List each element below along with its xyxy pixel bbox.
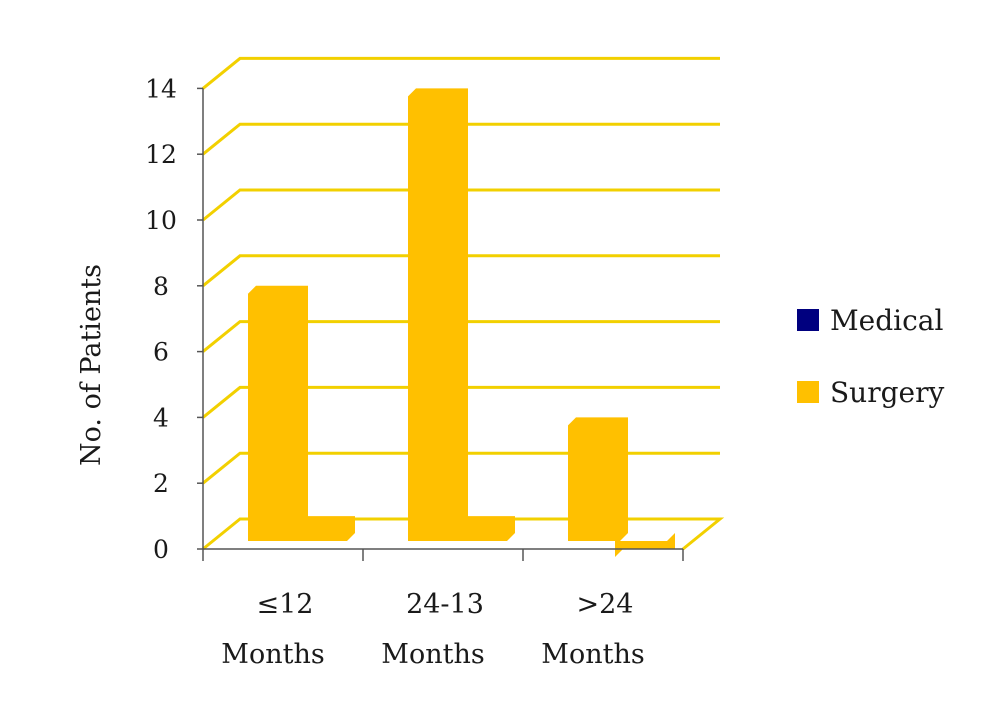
- y-tick-label: 2: [153, 469, 169, 498]
- bar-medical: [248, 285, 308, 541]
- bar-surgery: [295, 516, 355, 541]
- x-category-label: ≤12: [257, 589, 314, 620]
- gridline: [202, 320, 720, 353]
- x-category-label: Months: [541, 639, 644, 670]
- x-category-label: Months: [221, 639, 324, 670]
- gridline: [202, 385, 720, 419]
- gridlines: [202, 56, 725, 551]
- gridline: [202, 122, 720, 156]
- bar-surgery: [615, 533, 675, 557]
- gridline: [202, 56, 720, 90]
- legend-swatch-medical: [797, 309, 819, 331]
- y-tick-label: 0: [153, 535, 169, 564]
- gridline: [202, 188, 720, 222]
- y-tick-label: 6: [153, 338, 169, 367]
- y-tick-label: 12: [145, 140, 177, 169]
- y-tick-labels: 0 2 4 6 8 10 12 14: [145, 74, 177, 564]
- y-axis-label: No. of Patients: [76, 264, 107, 466]
- x-category-label: 24-13: [406, 589, 484, 620]
- bar-medical: [408, 88, 468, 542]
- legend-label-medical: Medical: [830, 304, 943, 337]
- y-tick-label: 4: [153, 403, 169, 432]
- gridline: [202, 254, 720, 287]
- bar-medical: [568, 417, 628, 541]
- legend-swatch-surgery: [797, 381, 819, 403]
- x-category-label: Months: [381, 639, 484, 670]
- legend-label-surgery: Surgery: [830, 376, 944, 409]
- x-category-label: >24: [577, 589, 634, 620]
- x-category-labels: ≤12 Months 24-13 Months >24 Months: [221, 589, 644, 670]
- gridline: [202, 451, 720, 485]
- axes: [197, 87, 684, 561]
- legend: Medical Surgery: [797, 304, 944, 409]
- y-tick-label: 8: [153, 272, 169, 301]
- y-tick-label: 10: [145, 206, 177, 235]
- bar-surgery: [455, 516, 515, 541]
- y-tick-label: 14: [145, 74, 177, 103]
- bars: [248, 88, 675, 557]
